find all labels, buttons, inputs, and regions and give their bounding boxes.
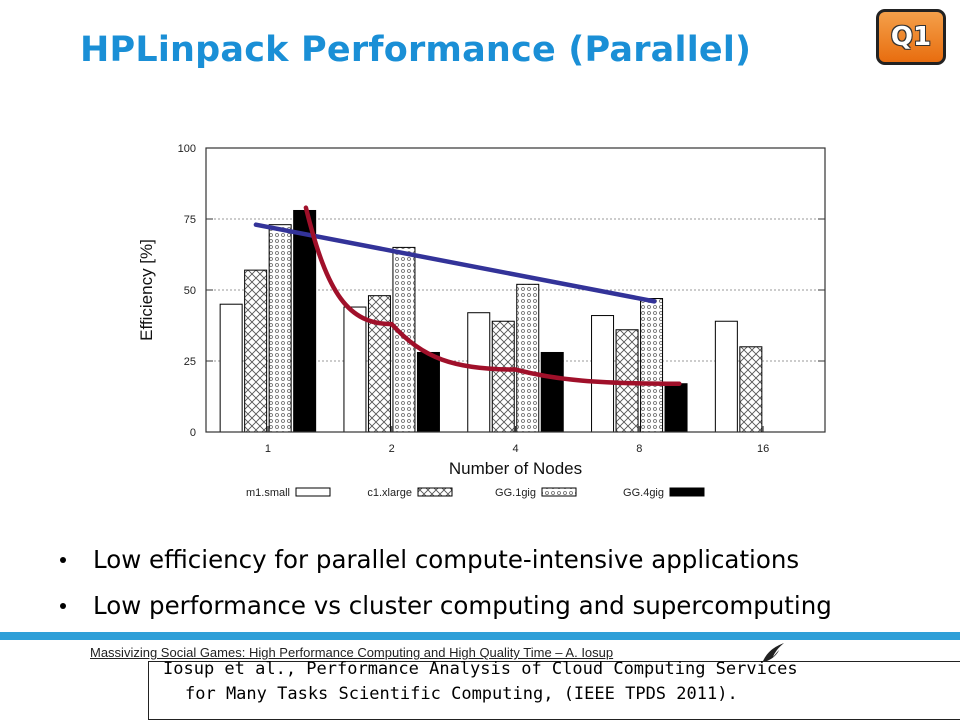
x-tick-label: 8: [636, 443, 642, 455]
legend-label-GG-1gig: GG.1gig: [495, 487, 536, 499]
reference-line-1: Iosup et al., Performance Analysis of Cl…: [163, 659, 798, 679]
y-tick-label: 100: [178, 143, 196, 155]
bar-c1-xlarge-1: [244, 269, 268, 433]
bar-c1-xlarge-4: [491, 320, 515, 433]
footer-divider: [0, 632, 960, 640]
plot-frame: [205, 147, 826, 433]
legend-swatch-c1-xlarge: [417, 487, 453, 497]
chart-labels: 0 25 50 75 100 1 2 4 8 16 Number of Nodes Efficienc…: [137, 143, 769, 478]
trend-curve-red: [303, 205, 682, 386]
bar-GG-4gig-1: [293, 209, 317, 433]
bar-GG-1gig-8: [640, 298, 664, 433]
legend-swatch-GG-4gig: [669, 487, 705, 497]
x-axis-title: Number of Nodes: [449, 459, 582, 478]
bar-c1-xlarge-2: [367, 295, 391, 433]
bullet-item: Low efficiency for parallel compute-inte…: [60, 540, 832, 586]
bullet-text: Low performance vs cluster computing and…: [93, 591, 832, 620]
bar-m1-small-16: [714, 320, 738, 433]
trend-line-blue: [253, 222, 657, 304]
chart-gridlines: [206, 218, 825, 362]
bar-m1-small-8: [591, 315, 615, 433]
bullet-text: Low efficiency for parallel compute-inte…: [93, 545, 800, 574]
x-tick-label: 2: [389, 443, 395, 455]
bar-c1-xlarge-16: [739, 346, 763, 433]
legend-swatch-m1-small: [295, 487, 331, 497]
bullet-item: Low performance vs cluster computing and…: [60, 586, 832, 632]
bar-m1-small-1: [219, 303, 243, 433]
q1-badge: Q1: [876, 9, 946, 65]
reference-line-2: for Many Tasks Scientific Computing, (IE…: [185, 684, 738, 704]
chart-legend: m1.small c1.xlarge GG.1gig GG.4gig: [246, 487, 705, 499]
x-tick-label: 4: [512, 443, 518, 455]
chart-axes: [205, 147, 826, 433]
bar-GG-1gig-2: [392, 246, 416, 433]
legend-swatch-GG-1gig: [541, 487, 577, 497]
bullet-list: Low efficiency for parallel compute-inte…: [60, 540, 832, 632]
y-tick-label: 50: [184, 285, 196, 297]
bar-GG-4gig-2: [416, 351, 440, 433]
bar-m1-small-4: [467, 312, 491, 433]
bar-GG-4gig-8: [664, 383, 688, 433]
chart-trend-annotations: [253, 205, 682, 386]
bar-GG-4gig-4: [540, 351, 564, 433]
slide-title: HPLinpack Performance (Parallel): [80, 30, 752, 70]
bar-GG-1gig-1: [268, 224, 292, 433]
x-tick-label: 1: [265, 443, 271, 455]
reference-box: Iosup et al., Performance Analysis of Cl…: [148, 659, 960, 720]
q1-badge-label: Q1: [890, 22, 932, 52]
y-axis-title: Efficiency [%]: [137, 239, 156, 341]
legend-label-m1-small: m1.small: [246, 487, 290, 499]
y-tick-label: 25: [184, 356, 196, 368]
bar-GG-1gig-4: [516, 283, 540, 433]
chart-bars: [219, 209, 763, 433]
bullet-dot-icon: [60, 557, 66, 563]
logo-icon: [763, 643, 784, 661]
legend-label-c1-xlarge: c1.xlarge: [367, 487, 412, 499]
bullet-dot-icon: [60, 603, 66, 609]
y-tick-label: 75: [184, 214, 196, 226]
efficiency-bar-chart: 0 25 50 75 100 1 2 4 8 16 Number of Nodes Efficienc…: [137, 143, 826, 499]
legend-label-GG-4gig: GG.4gig: [623, 487, 664, 499]
footer-text: Massivizing Social Games: High Performan…: [90, 645, 614, 660]
bar-m1-small-2: [343, 306, 367, 433]
x-tick-label: 16: [757, 443, 769, 455]
y-tick-label: 0: [190, 427, 196, 439]
